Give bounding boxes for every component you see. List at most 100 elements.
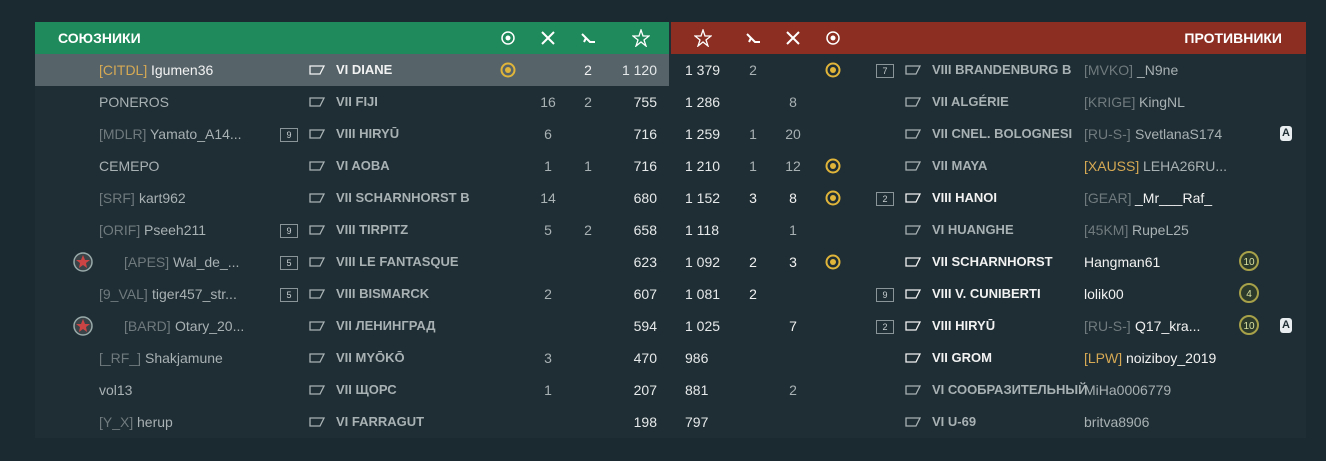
clan-tag: [APES] [124, 254, 170, 270]
player-name: Igumen36 [151, 62, 214, 78]
frags: 20 [785, 126, 801, 142]
ship-name: VIII LE FANTASQUE [336, 254, 459, 269]
frags: 6 [544, 126, 552, 142]
ship-icon [905, 385, 921, 395]
score: 207 [633, 382, 657, 398]
award-icon [825, 190, 841, 206]
enemy-row: 1 118 1 VI HUANGHE [45KM] RupeL25 [671, 214, 1306, 246]
ship-icon [309, 225, 325, 235]
player-badge [73, 252, 93, 272]
ship-name: VII ЩОРС [336, 382, 397, 397]
enemy-row: 1 259 1 20 VII CNEL. BOLOGNESI [RU-S-] Svetla… [671, 118, 1306, 150]
score-icon [694, 29, 712, 47]
frags: 8 [789, 190, 797, 206]
player-name: SvetlanaS174 [1135, 126, 1223, 142]
enemy-row: 1 379 2 7 VIII BRANDENBURG B [MVKO] _N9ne [671, 54, 1306, 86]
player-name: Wal_de_... [173, 254, 240, 270]
clan-tag: [XAUSS] [1084, 158, 1140, 174]
player-name: MiHa0006779 [1084, 382, 1172, 398]
score: 716 [633, 158, 657, 174]
player-name: Otary_20... [175, 318, 245, 334]
ship-name: VII SCHARNHORST B [336, 190, 470, 205]
ship-name: VIII TIRPITZ [336, 222, 409, 237]
ship-icon [905, 321, 921, 331]
player-name: _N9ne [1137, 62, 1179, 78]
frags: 14 [540, 190, 556, 206]
enemy-row: 881 2 VI СООБРАЗИТЕЛЬНЫЙ MiHa0006779 [671, 374, 1306, 406]
ship-name: VI DIANE [336, 62, 393, 77]
player-name: Hangman61 [1084, 254, 1161, 270]
a-badge: A [1280, 318, 1292, 333]
ally-row: [BARD] Otary_20... VII ЛЕНИНГРАД 594 [35, 310, 669, 342]
player-name: tiger457_str... [152, 286, 237, 302]
player-name: PONEROS [99, 94, 170, 110]
clan-tag: [SRF] [99, 190, 135, 206]
player-badge [73, 316, 93, 336]
planes: 2 [749, 62, 757, 78]
ship-icon [309, 193, 325, 203]
frags: 2 [789, 382, 797, 398]
ship-name: VIII BISMARCK [336, 286, 430, 301]
enemy-row: 1 210 1 12 VII MAYA [XAUSS] LEHA26RU... [671, 150, 1306, 182]
clan-tag: [9_VAL] [99, 286, 148, 302]
ally-row: [Y_X] herup VI FARRAGUT 198 [35, 406, 669, 438]
frags: 8 [789, 94, 797, 110]
planes: 2 [749, 286, 757, 302]
frags: 12 [785, 158, 801, 174]
score: 680 [633, 190, 657, 206]
planes: 2 [749, 254, 757, 270]
ship-icon [905, 65, 921, 75]
ally-row: СЕМЕРО VI AOBA 1 1 716 [35, 150, 669, 182]
enemy-row: 1 286 8 VII ALGÉRIE [KRIGE] KingNL [671, 86, 1306, 118]
ship-icon [905, 193, 921, 203]
frags-icon [541, 31, 555, 45]
ship-name: VIII BRANDENBURG B [932, 62, 1072, 77]
ally-row: [SRF] kart962 VII SCHARNHORST B 14 680 [35, 182, 669, 214]
ship-name: VI FARRAGUT [336, 414, 425, 429]
division-box: 7 [876, 64, 894, 78]
player-name: LEHA26RU... [1143, 158, 1228, 174]
ship-name: VII ЛЕНИНГРАД [336, 318, 436, 333]
clan-tag: [RU-S-] [1084, 126, 1131, 142]
ship-icon [905, 289, 921, 299]
ship-icon [905, 97, 921, 107]
division-box: 5 [280, 288, 298, 302]
rank-badge: 10 [1239, 251, 1259, 271]
clan-tag: [ORIF] [99, 222, 141, 238]
division-box: 9 [876, 288, 894, 302]
planes: 1 [749, 158, 757, 174]
ship-icon [905, 161, 921, 171]
ship-name: VI U-69 [932, 414, 977, 429]
enemy-row: 1 081 2 9 VIII V. CUNIBERTI lolik00 4 [671, 278, 1306, 310]
ship-icon [309, 97, 325, 107]
award-icon [825, 62, 841, 78]
ship-name: VIII HIRYŪ [336, 126, 400, 141]
score: 986 [685, 350, 709, 366]
division-box: 9 [280, 224, 298, 238]
player-name: Shakjamune [145, 350, 223, 366]
clan-tag: [Y_X] [99, 414, 134, 430]
score: 755 [633, 94, 657, 110]
ally-row: [CITDL] Igumen36 VI DIANE 2 1 120 [35, 54, 669, 86]
ship-icon [309, 129, 325, 139]
score: 1 092 [685, 254, 721, 270]
division-box: 2 [876, 192, 894, 206]
enemy-row: 1 092 2 3 VII SCHARNHORST Hangman61 10 [671, 246, 1306, 278]
ship-name: VIII HANOI [932, 190, 998, 205]
score: 1 286 [685, 94, 721, 110]
clan-tag: [BARD] [124, 318, 171, 334]
planes: 3 [749, 190, 757, 206]
player-name: KingNL [1139, 94, 1185, 110]
planes: 1 [749, 126, 757, 142]
enemy-row: 797 VI U-69 britva8906 [671, 406, 1306, 438]
division-box: 2 [876, 320, 894, 334]
ship-name: VI СООБРАЗИТЕЛЬНЫЙ [932, 382, 1088, 397]
frags: 1 [789, 222, 797, 238]
ally-row: [ORIF] Pseeh211 9 VIII TIRPITZ 5 2 658 [35, 214, 669, 246]
ship-name: VII FIJI [336, 94, 378, 109]
rank-badge: 10 [1239, 315, 1259, 335]
ship-icon [905, 417, 921, 427]
frags: 1 [544, 158, 552, 174]
ship-icon [309, 257, 325, 267]
